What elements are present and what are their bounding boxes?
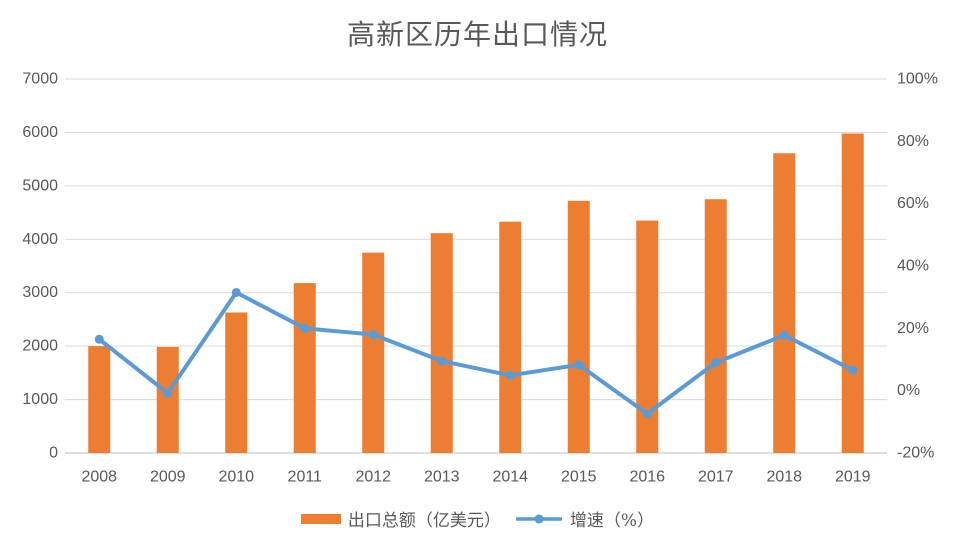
growth-point-2015: [574, 360, 584, 370]
right-axis-label: 40%: [897, 258, 929, 275]
growth-point-2011: [300, 323, 310, 333]
growth-point-2013: [437, 356, 447, 366]
growth-point-2014: [505, 370, 515, 380]
legend-item-growth: 增速（%）: [515, 506, 654, 531]
bar-2014: [499, 221, 522, 453]
legend-label-exports: 出口总额（亿美元）: [347, 511, 501, 531]
x-axis-label-2008: 2008: [81, 469, 117, 486]
right-axis-label: 20%: [897, 320, 929, 337]
x-axis-label-2014: 2014: [492, 469, 528, 486]
right-axis-label: 60%: [897, 195, 929, 212]
x-axis-label-2013: 2013: [424, 469, 460, 486]
x-axis-label-2019: 2019: [835, 469, 871, 486]
right-axis-label: 100%: [897, 71, 938, 88]
x-axis-label-2018: 2018: [766, 469, 802, 486]
x-axis-label-2010: 2010: [218, 469, 254, 486]
bar-2017: [704, 199, 727, 453]
legend-label-growth: 增速（%）: [569, 511, 655, 531]
x-axis-label-2016: 2016: [629, 469, 665, 486]
left-axis-label: 0: [49, 445, 58, 462]
x-axis-label-2015: 2015: [561, 469, 597, 486]
left-axis-label: 7000: [22, 71, 58, 88]
bar-2012: [362, 252, 385, 453]
left-axis-label: 6000: [22, 124, 58, 141]
bar-2011: [293, 283, 316, 453]
bar-series-swatch-icon: [300, 513, 341, 524]
growth-point-2008: [94, 334, 104, 344]
bar-2009: [156, 346, 179, 453]
growth-point-2012: [368, 330, 378, 340]
growth-line: [97, 290, 855, 416]
growth-point-2010: [231, 287, 241, 297]
x-axis-label-2011: 2011: [288, 469, 323, 486]
x-axis-label-2012: 2012: [355, 469, 391, 486]
bar-2018: [773, 153, 796, 453]
left-axis-label: 3000: [22, 284, 58, 301]
right-axis-label: 80%: [897, 133, 929, 150]
bar-2013: [430, 233, 453, 453]
growth-point-2017: [711, 358, 721, 368]
right-axis-label: -20%: [897, 445, 934, 462]
x-axis-label-2017: 2017: [698, 469, 734, 486]
bar-2010: [225, 312, 248, 453]
line-series-swatch-icon: [515, 514, 562, 523]
left-axis-label: 5000: [22, 177, 58, 194]
growth-point-2016: [642, 409, 652, 419]
legend: 出口总额（亿美元） 增速（%）: [0, 506, 955, 531]
left-axis-label: 1000: [22, 391, 58, 408]
right-axis-label: 0%: [897, 382, 920, 399]
bar-2019: [841, 133, 864, 454]
x-axis-label-2009: 2009: [150, 469, 186, 486]
left-axis-label: 2000: [22, 338, 58, 355]
growth-point-2019: [848, 365, 858, 375]
growth-point-2009: [163, 388, 173, 398]
chart-title: 高新区历年出口情况: [346, 18, 608, 51]
growth-point-2018: [779, 330, 789, 340]
bar-2016: [636, 220, 659, 453]
left-axis-label: 4000: [22, 231, 58, 248]
legend-item-exports: 出口总额（亿美元）: [300, 506, 501, 531]
bar-2015: [567, 200, 590, 453]
bar-2008: [88, 346, 111, 453]
